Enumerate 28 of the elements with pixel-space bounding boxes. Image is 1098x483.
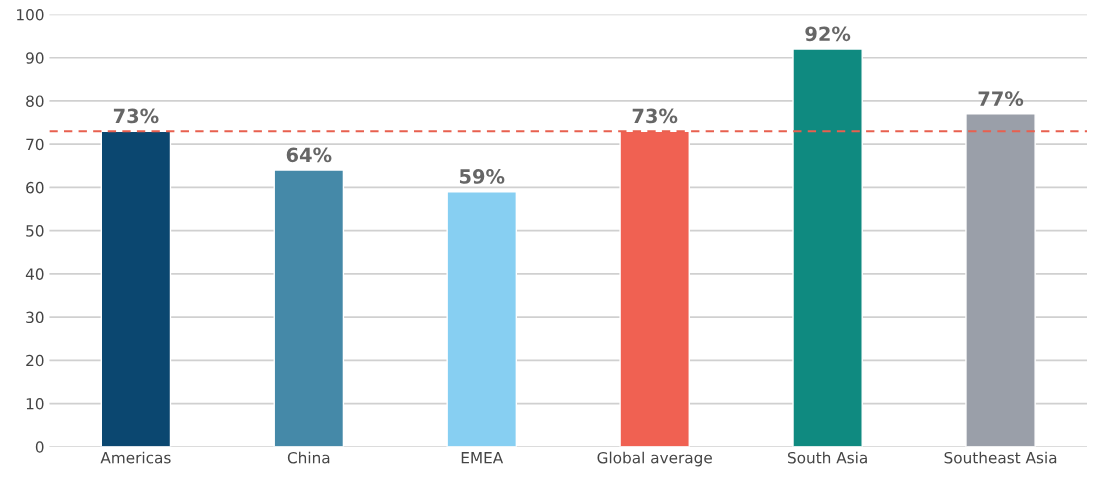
bar [100, 130, 172, 447]
y-tick-label: 10 [26, 398, 44, 410]
data-label: 77% [978, 91, 1024, 106]
data-label: 92% [805, 26, 851, 42]
x-tick-label: EMEA [461, 452, 504, 464]
y-tick-label: 90 [26, 52, 44, 64]
y-tick-label: 30 [26, 311, 44, 324]
x-tick-label: Southeast Asia [944, 451, 1057, 464]
y-tick-label: 20 [26, 354, 44, 367]
bar [446, 191, 518, 447]
data-label: 59% [459, 169, 505, 184]
y-tick-label: 50 [26, 225, 44, 237]
y-tick-label: 80 [26, 95, 44, 107]
y-tick-label: 60 [26, 181, 44, 194]
y-tick-label: 100 [17, 8, 44, 21]
data-label: 73% [113, 108, 159, 124]
y-tick-label: 70 [26, 138, 44, 151]
bar [792, 48, 863, 447]
bar [273, 169, 345, 447]
data-label: 64% [286, 147, 332, 163]
x-tick-label: South Asia [787, 451, 867, 464]
y-tick-label: 40 [25, 268, 44, 280]
y-tick-label: 0 [35, 441, 44, 453]
bar [965, 113, 1036, 447]
data-label: 73% [632, 108, 678, 124]
x-tick-label: China [287, 451, 330, 464]
x-tick-label: Americas [100, 451, 171, 464]
x-tick-label: Global average [597, 451, 712, 467]
